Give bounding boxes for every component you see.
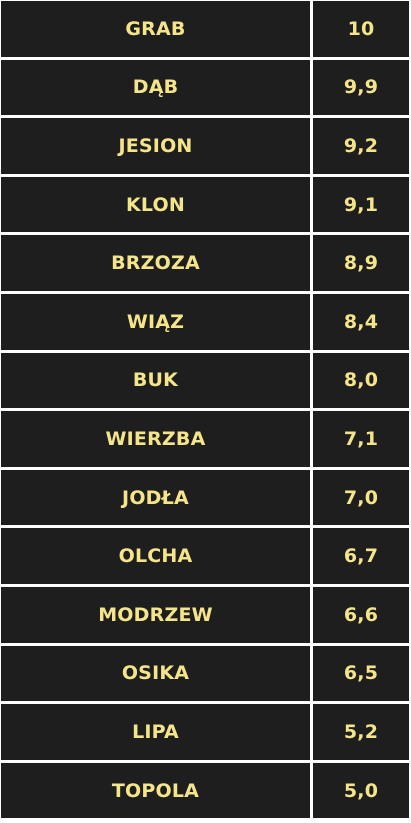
wood-name-cell: GRAB [1, 1, 310, 57]
wood-value-cell: 9,9 [313, 59, 409, 116]
wood-value-cell: 9,1 [313, 176, 409, 233]
wood-name-cell: JODŁA [1, 469, 310, 526]
wood-value-cell: 9,2 [313, 118, 409, 174]
wood-name-cell: OSIKA [1, 645, 310, 702]
wood-name-cell: OLCHA [1, 528, 310, 584]
wood-value-cell: 6,6 [313, 586, 409, 643]
wood-value-cell: 10 [313, 1, 409, 57]
wood-name-cell: BUK [1, 352, 310, 409]
wood-value-cell: 8,9 [313, 235, 409, 291]
wood-value-cell: 5,2 [313, 704, 409, 760]
wood-name-cell: LIPA [1, 704, 310, 760]
wood-name-cell: JESION [1, 118, 310, 174]
wood-name-cell: MODRZEW [1, 586, 310, 643]
wood-value-cell: 6,7 [313, 528, 409, 584]
wood-name-cell: WIERZBA [1, 411, 310, 467]
wood-value-cell: 6,5 [313, 645, 409, 702]
wood-name-cell: BRZOZA [1, 235, 310, 291]
wood-name-cell: KLON [1, 176, 310, 233]
wood-value-cell: 5,0 [313, 762, 409, 819]
wood-name-cell: TOPOLA [1, 762, 310, 819]
wood-value-cell: 8,0 [313, 352, 409, 409]
wood-value-cell: 7,0 [313, 469, 409, 526]
wood-value-cell: 8,4 [313, 293, 409, 350]
wood-value-cell: 7,1 [313, 411, 409, 467]
wood-name-cell: WIĄZ [1, 293, 310, 350]
wood-name-cell: DĄB [1, 59, 310, 116]
